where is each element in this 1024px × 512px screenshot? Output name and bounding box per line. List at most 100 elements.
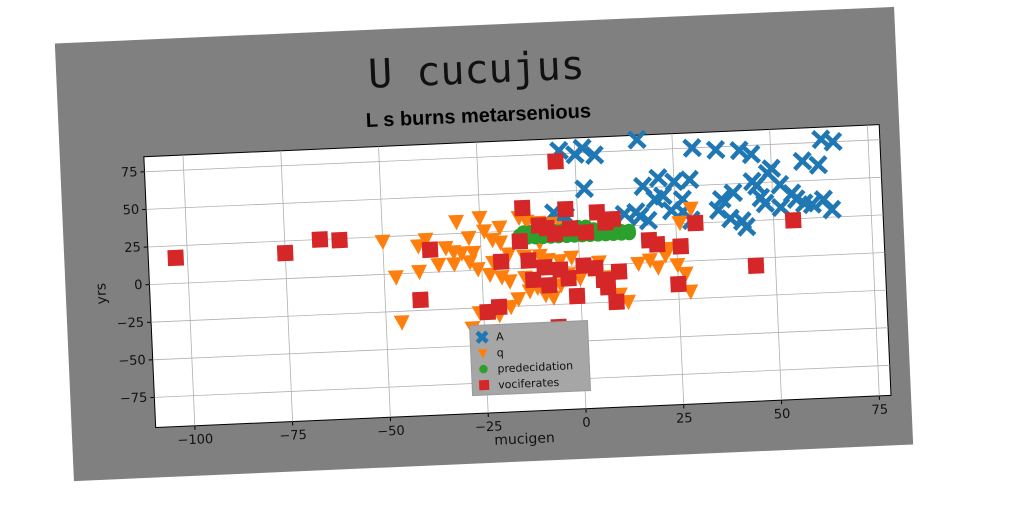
data-point <box>563 250 580 266</box>
data-point <box>630 256 647 273</box>
data-point <box>311 231 329 248</box>
data-point <box>510 291 527 308</box>
data-point <box>387 270 404 286</box>
data-point <box>622 226 637 241</box>
data-point <box>557 200 574 218</box>
marker-stroke <box>648 168 668 188</box>
data-point <box>761 158 782 179</box>
marker-stroke <box>645 189 665 210</box>
data-point <box>461 254 478 271</box>
marker-stroke <box>771 197 791 218</box>
x-gridline <box>867 125 880 396</box>
marker-stroke <box>682 138 702 158</box>
marker-stroke <box>794 193 814 214</box>
data-point <box>501 274 518 290</box>
data-point <box>729 140 750 161</box>
data-point <box>784 211 802 229</box>
data-point <box>604 210 622 228</box>
data-point <box>755 193 775 214</box>
marker-stroke <box>712 189 732 210</box>
y-tick-label: 25 <box>124 240 141 256</box>
data-point <box>682 138 702 158</box>
data-point <box>511 232 529 250</box>
data-point <box>648 168 668 188</box>
data-point <box>417 232 434 249</box>
data-point <box>421 241 439 259</box>
data-point <box>445 257 462 273</box>
y-tick-label: 50 <box>122 203 139 219</box>
marker-stroke <box>723 182 743 203</box>
chart-subtitle: L s burns metarsenious <box>365 100 591 132</box>
marker-stroke <box>755 193 775 214</box>
x-tick-label: 0 <box>582 416 591 431</box>
legend-label: A <box>496 330 505 343</box>
data-point <box>560 270 577 287</box>
marker-stroke <box>574 178 594 199</box>
data-point <box>465 245 482 262</box>
y-tick-label: −25 <box>116 316 144 332</box>
y-axis-label: yrs <box>93 283 110 305</box>
data-points <box>167 129 843 337</box>
data-point <box>669 257 686 274</box>
y-tick-label: 75 <box>121 165 138 181</box>
marker-stroke <box>808 155 828 175</box>
legend-label: predecidation <box>497 359 573 375</box>
data-point <box>479 303 496 321</box>
marker-stroke <box>793 151 812 172</box>
data-point <box>574 178 595 199</box>
x-gridline <box>378 146 391 418</box>
marker-stroke <box>630 206 650 227</box>
ticks: −100 −75 −50 −25 0 25 50 75 −75 −50 −25 0 25 50 75 <box>116 165 888 449</box>
x-tick-label: −50 <box>377 424 405 440</box>
y-tick-label: 0 <box>134 278 143 293</box>
data-point <box>808 155 829 175</box>
data-point <box>649 260 666 276</box>
data-point <box>736 217 757 237</box>
chart-svg: U cucujus L s burns metarsenious −100 −75… <box>93 42 892 449</box>
legend-marker <box>479 364 488 374</box>
data-point <box>564 144 585 165</box>
marker-stroke <box>680 169 699 190</box>
data-point <box>705 140 726 160</box>
data-point <box>471 210 488 227</box>
x-gridline <box>280 150 293 422</box>
marker-stroke <box>814 189 833 210</box>
data-point <box>540 276 558 294</box>
legend-label: vociferates <box>498 376 560 392</box>
data-point <box>568 287 586 305</box>
data-point <box>453 246 470 262</box>
data-point <box>447 214 464 231</box>
x-tick-label: −100 <box>177 432 213 449</box>
data-point <box>520 252 537 269</box>
marker-stroke <box>706 140 725 160</box>
legend-box <box>469 320 592 397</box>
data-point <box>460 230 477 247</box>
data-point <box>410 264 427 281</box>
data-point <box>536 259 553 276</box>
data-point <box>671 215 688 232</box>
data-point <box>331 231 348 249</box>
data-point <box>711 189 732 210</box>
data-point <box>610 263 628 280</box>
data-point <box>481 267 498 284</box>
data-point <box>547 153 564 170</box>
data-point <box>723 182 744 203</box>
marker-stroke <box>475 330 489 344</box>
chart-card: U cucujus L s burns metarsenious −100 −75… <box>54 6 914 482</box>
marker-stroke <box>585 145 604 166</box>
data-point <box>492 253 510 271</box>
chart-title: U cucujus <box>367 42 586 97</box>
data-point <box>670 275 687 293</box>
data-point <box>645 189 666 210</box>
data-point <box>577 224 595 241</box>
marker-stroke <box>786 189 806 209</box>
data-point <box>513 199 531 217</box>
data-point <box>412 291 429 309</box>
data-point <box>545 290 562 306</box>
data-point <box>771 197 791 218</box>
data-point <box>822 199 842 220</box>
data-point <box>679 169 700 190</box>
data-point <box>492 235 508 251</box>
data-point <box>551 253 568 270</box>
data-point <box>648 236 666 253</box>
